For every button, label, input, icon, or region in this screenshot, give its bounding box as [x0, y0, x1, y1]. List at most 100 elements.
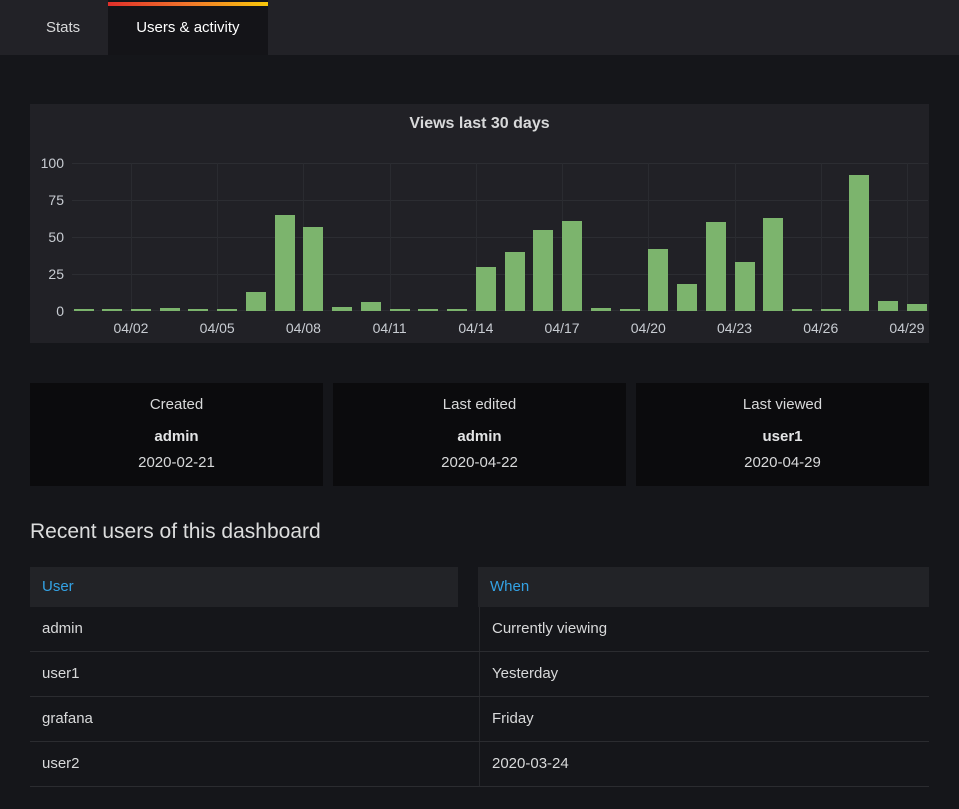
stats-row: Created admin 2020-02-21 Last edited adm…	[30, 383, 929, 486]
table-cell-user: user1	[42, 665, 80, 682]
chart-bar-04/17	[562, 220, 583, 311]
chart-bar-04/29	[906, 303, 927, 311]
chart-bar-04/06	[245, 291, 266, 311]
x-tick-label: 04/02	[113, 320, 149, 336]
table-cell-when: Yesterday	[479, 652, 929, 696]
table-header-row: User When	[30, 567, 929, 607]
x-tick-label: 04/29	[889, 320, 925, 336]
gridline-y-75	[72, 200, 928, 201]
x-tick-label: 04/05	[199, 320, 235, 336]
table-cell-user: user2	[42, 755, 80, 772]
table-row: user1 Yesterday	[30, 652, 929, 697]
chart-bar-04/02	[130, 309, 151, 311]
stat-value-name: admin	[457, 428, 502, 445]
tab-stats[interactable]: Stats	[18, 0, 108, 55]
chart-bar-04/05	[217, 309, 238, 311]
gridline-y-25	[72, 274, 928, 275]
chart-bar-04/14	[475, 266, 496, 311]
stat-label: Last viewed	[742, 396, 823, 413]
chart-bar-04/24	[763, 217, 784, 311]
chart-bar-04/22	[705, 222, 726, 311]
stat-panel-last-viewed: Last viewed user1 2020-04-29	[636, 383, 929, 486]
chart-bar-04/10	[360, 302, 381, 311]
chart-bar-04/19	[619, 309, 640, 311]
recent-users-heading: Recent users of this dashboard	[30, 520, 321, 543]
active-tab-accent-bar	[108, 2, 268, 6]
chart-bar-04/15	[504, 251, 525, 311]
table-cell-when: Friday	[479, 697, 929, 741]
stat-panel-created: Created admin 2020-02-21	[30, 383, 323, 486]
chart-bar-04/01	[102, 309, 123, 311]
stat-panel-last-edited: Last edited admin 2020-04-22	[333, 383, 626, 486]
tab-users-activity[interactable]: Users & activity	[108, 0, 268, 55]
chart-bar-04/20	[648, 248, 669, 311]
table-cell-when: 2020-03-24	[479, 742, 929, 786]
gridline-y-100	[72, 163, 928, 164]
chart-bar-04/23	[734, 262, 755, 311]
stat-value-name: user1	[762, 428, 803, 445]
recent-users-table: User When admin Currently viewing user1 Yes…	[30, 567, 929, 787]
table-header-gap	[458, 567, 478, 607]
tab-users-activity-label: Users & activity	[136, 19, 240, 36]
gridline-x-04/29	[906, 163, 908, 311]
stat-label: Created	[149, 396, 204, 413]
table-cell-when: Currently viewing	[479, 607, 929, 651]
gridline-y-0	[72, 310, 928, 311]
x-tick-label: 04/11	[372, 320, 407, 336]
y-tick-label: 25	[48, 266, 64, 282]
gridline-x-04/02	[130, 163, 132, 311]
chart-title: Views last 30 days	[409, 115, 550, 132]
table-row: admin Currently viewing	[30, 607, 929, 652]
x-tick-label: 04/17	[544, 320, 580, 336]
chart-plot-area	[72, 163, 928, 311]
views-chart-panel: Views last 30 days 0 25 50 75 100 04/02 04/05…	[30, 104, 929, 343]
gridline-x-04/26	[820, 163, 822, 311]
chart-bar-04/13	[447, 309, 468, 311]
stat-value-date: 2020-02-21	[138, 454, 215, 471]
tab-bar: Stats Users & activity	[0, 0, 959, 55]
x-tick-label: 04/14	[458, 320, 494, 336]
y-tick-label: 75	[48, 192, 64, 208]
stat-label: Last edited	[442, 396, 517, 413]
chart-bar-04/28	[878, 300, 899, 311]
gridline-x-04/05	[217, 163, 219, 311]
stat-value-date: 2020-04-22	[441, 454, 518, 471]
table-row: user2 2020-03-24	[30, 742, 929, 787]
x-tick-label: 04/08	[285, 320, 321, 336]
stat-value-date: 2020-04-29	[744, 454, 821, 471]
chart-bar-04/08	[303, 226, 324, 311]
table-cell-user: grafana	[42, 710, 93, 727]
x-tick-label: 04/23	[716, 320, 753, 336]
chart-bar-04/18	[590, 308, 611, 311]
chart-bar-04/07	[274, 214, 295, 311]
x-tick-label: 04/26	[803, 320, 839, 336]
x-tick-label: 04/20	[630, 320, 666, 336]
tab-stats-label: Stats	[46, 19, 81, 36]
chart-bar-04/12	[418, 309, 439, 311]
gridline-x-04/20	[648, 163, 650, 311]
table-body: admin Currently viewing user1 Yesterday graf…	[30, 607, 929, 787]
chart-bar-04/21	[677, 284, 698, 311]
chart-bar-04/27	[849, 174, 870, 311]
chart-bar-03/31	[73, 309, 94, 311]
gridline-y-50	[72, 237, 928, 238]
chart-bar-04/09	[332, 306, 353, 311]
chart-bar-04/25	[792, 309, 812, 311]
table-cell-user: admin	[42, 620, 83, 637]
y-tick-label: 100	[40, 155, 64, 171]
chart-bar-04/26	[820, 309, 841, 311]
chart-bar-04/16	[533, 229, 554, 311]
chart-bar-04/04	[188, 309, 209, 311]
table-row: grafana Friday	[30, 697, 929, 742]
table-header-user[interactable]: User	[30, 567, 458, 607]
chart-bar-04/11	[389, 309, 410, 311]
chart-bar-04/03	[159, 308, 180, 311]
gridline-x-04/23	[734, 163, 736, 311]
stat-value-name: admin	[154, 428, 199, 445]
gridline-x-04/14	[475, 163, 477, 311]
y-tick-label: 50	[48, 229, 64, 245]
y-tick-label: 0	[56, 303, 64, 319]
chart-y-axis: 0 25 50 75 100	[30, 155, 64, 319]
table-header-when[interactable]: When	[478, 567, 929, 607]
chart-x-axis: 04/02 04/05 04/08 04/11 04/14 04/17 04/20 04/23…	[72, 318, 928, 338]
